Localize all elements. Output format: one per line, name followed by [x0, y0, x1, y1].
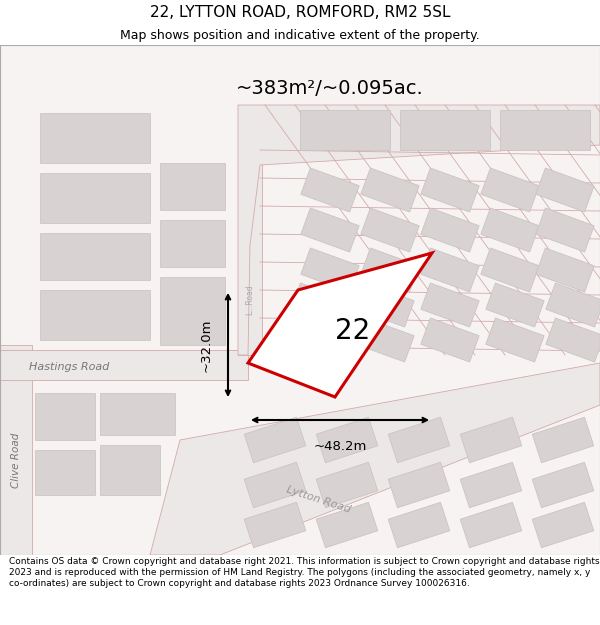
- Polygon shape: [460, 503, 522, 548]
- Polygon shape: [421, 168, 479, 212]
- Text: ~32.0m: ~32.0m: [200, 318, 213, 372]
- Polygon shape: [421, 208, 479, 252]
- Polygon shape: [486, 283, 544, 327]
- Text: Hastings Road: Hastings Road: [29, 362, 109, 372]
- Polygon shape: [536, 248, 594, 292]
- Polygon shape: [160, 277, 225, 345]
- Polygon shape: [481, 248, 539, 292]
- Text: Contains OS data © Crown copyright and database right 2021. This information is : Contains OS data © Crown copyright and d…: [9, 557, 599, 588]
- Polygon shape: [532, 503, 594, 548]
- Polygon shape: [486, 318, 544, 362]
- Polygon shape: [316, 418, 378, 462]
- Polygon shape: [35, 450, 95, 495]
- Polygon shape: [291, 318, 349, 362]
- Polygon shape: [291, 283, 349, 327]
- Polygon shape: [361, 208, 419, 252]
- Polygon shape: [361, 168, 419, 212]
- Polygon shape: [316, 503, 378, 548]
- Polygon shape: [388, 418, 450, 462]
- Text: Clive Road: Clive Road: [11, 432, 20, 488]
- Polygon shape: [546, 283, 600, 327]
- Text: L...Road: L...Road: [245, 285, 254, 315]
- Polygon shape: [244, 462, 306, 508]
- Polygon shape: [536, 168, 594, 212]
- Polygon shape: [40, 113, 150, 163]
- Polygon shape: [301, 248, 359, 292]
- Polygon shape: [150, 363, 600, 555]
- Polygon shape: [40, 290, 150, 340]
- Polygon shape: [244, 503, 306, 548]
- Polygon shape: [160, 163, 225, 210]
- Polygon shape: [316, 462, 378, 508]
- Text: 22: 22: [335, 317, 370, 345]
- Polygon shape: [532, 418, 594, 462]
- Polygon shape: [0, 345, 32, 555]
- Polygon shape: [0, 350, 248, 380]
- Polygon shape: [421, 318, 479, 362]
- Polygon shape: [546, 318, 600, 362]
- Text: Map shows position and indicative extent of the property.: Map shows position and indicative extent…: [120, 29, 480, 42]
- Polygon shape: [40, 173, 150, 223]
- Polygon shape: [356, 318, 414, 362]
- Polygon shape: [400, 110, 490, 150]
- Polygon shape: [460, 418, 522, 462]
- Polygon shape: [536, 208, 594, 252]
- Polygon shape: [388, 503, 450, 548]
- Polygon shape: [421, 283, 479, 327]
- Polygon shape: [100, 445, 160, 495]
- Polygon shape: [500, 110, 590, 150]
- Polygon shape: [160, 220, 225, 267]
- Text: 22, LYTTON ROAD, ROMFORD, RM2 5SL: 22, LYTTON ROAD, ROMFORD, RM2 5SL: [150, 5, 450, 20]
- Polygon shape: [244, 418, 306, 462]
- Polygon shape: [421, 248, 479, 292]
- Polygon shape: [481, 168, 539, 212]
- Polygon shape: [532, 462, 594, 508]
- Polygon shape: [301, 168, 359, 212]
- Polygon shape: [238, 105, 600, 355]
- Polygon shape: [300, 110, 390, 150]
- Polygon shape: [460, 462, 522, 508]
- Polygon shape: [481, 208, 539, 252]
- Polygon shape: [40, 233, 150, 280]
- Polygon shape: [388, 462, 450, 508]
- Polygon shape: [248, 253, 432, 397]
- Polygon shape: [35, 393, 95, 440]
- Polygon shape: [301, 208, 359, 252]
- Text: Lytton Road: Lytton Road: [284, 485, 352, 515]
- Polygon shape: [356, 283, 414, 327]
- Polygon shape: [100, 393, 175, 435]
- Text: ~383m²/~0.095ac.: ~383m²/~0.095ac.: [236, 79, 424, 98]
- Polygon shape: [361, 248, 419, 292]
- Polygon shape: [238, 105, 262, 355]
- Text: ~48.2m: ~48.2m: [313, 441, 367, 453]
